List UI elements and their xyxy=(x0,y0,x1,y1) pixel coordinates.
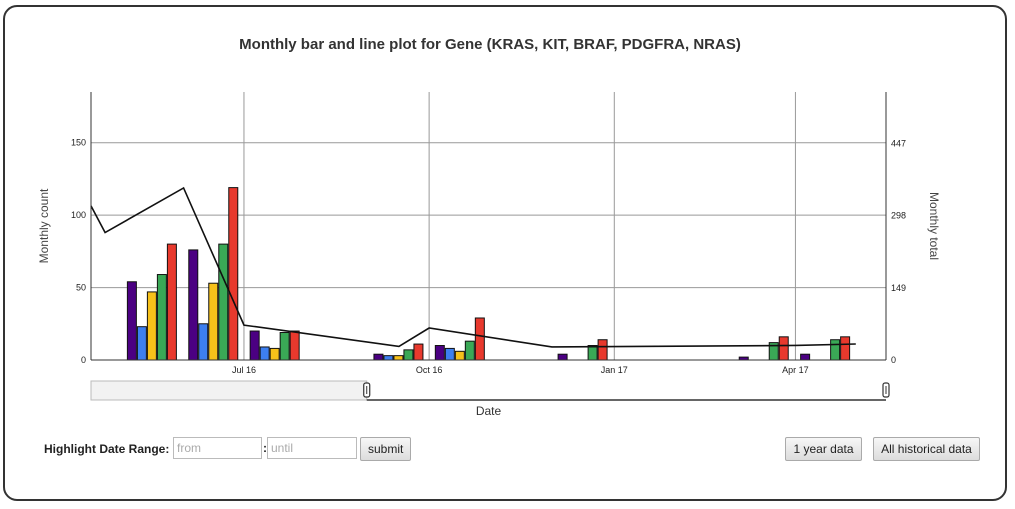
bar xyxy=(146,291,157,361)
date-until-input[interactable] xyxy=(267,437,357,459)
bar xyxy=(444,347,455,361)
y2-tick-label: 447 xyxy=(891,138,906,148)
bar xyxy=(413,343,424,361)
bar xyxy=(474,317,485,361)
bar xyxy=(208,282,219,361)
bar xyxy=(259,346,270,361)
bar xyxy=(269,347,280,361)
x-axis-label: Date xyxy=(476,404,502,418)
y-axis-label: Monthly count xyxy=(37,188,51,263)
bar xyxy=(279,331,290,361)
bar xyxy=(464,340,475,361)
y-tick-label: 0 xyxy=(81,355,86,365)
bar xyxy=(840,336,851,361)
bar xyxy=(383,355,394,361)
bar xyxy=(136,326,147,361)
y-tick-label: 50 xyxy=(76,283,86,293)
y2-axis-label: Monthly total xyxy=(927,192,941,260)
bar xyxy=(557,353,568,361)
bar xyxy=(403,349,414,361)
y2-tick-label: 298 xyxy=(891,211,906,221)
date-range-separator: : xyxy=(263,441,267,455)
submit-button[interactable]: submit xyxy=(360,437,411,461)
x-tick-label: Jan 17 xyxy=(601,365,628,375)
y2-tick-label: 149 xyxy=(891,283,906,293)
bar xyxy=(228,187,239,361)
x-tick-label: Oct 16 xyxy=(416,365,443,375)
monthly-total-line xyxy=(90,186,856,348)
bar xyxy=(373,353,384,361)
bar xyxy=(249,330,260,361)
bar xyxy=(198,323,209,361)
highlight-date-range-label: Highlight Date Range: xyxy=(44,442,170,456)
date-from-input[interactable] xyxy=(173,437,262,459)
bar xyxy=(218,243,229,361)
bar xyxy=(126,281,137,361)
bar xyxy=(587,345,598,361)
bar xyxy=(800,353,811,361)
x-tick-label: Jul 16 xyxy=(232,365,256,375)
bar xyxy=(830,339,841,361)
bar xyxy=(393,355,404,361)
bar xyxy=(188,249,199,361)
bar xyxy=(778,336,789,361)
chart-title: Monthly bar and line plot for Gene (KRAS… xyxy=(239,36,741,53)
bar xyxy=(156,274,167,361)
range-selector-selected xyxy=(90,380,368,401)
y2-tick-label: 0 xyxy=(891,355,896,365)
x-tick-label: Apr 17 xyxy=(782,365,809,375)
bar xyxy=(434,345,445,361)
bar xyxy=(597,339,608,361)
bar xyxy=(289,330,300,361)
bar xyxy=(166,243,177,361)
bar xyxy=(454,350,465,361)
y-tick-label: 150 xyxy=(71,138,86,148)
one-year-data-button[interactable]: 1 year data xyxy=(785,437,862,461)
y-tick-label: 100 xyxy=(71,210,86,220)
all-historical-data-button[interactable]: All historical data xyxy=(873,437,980,461)
